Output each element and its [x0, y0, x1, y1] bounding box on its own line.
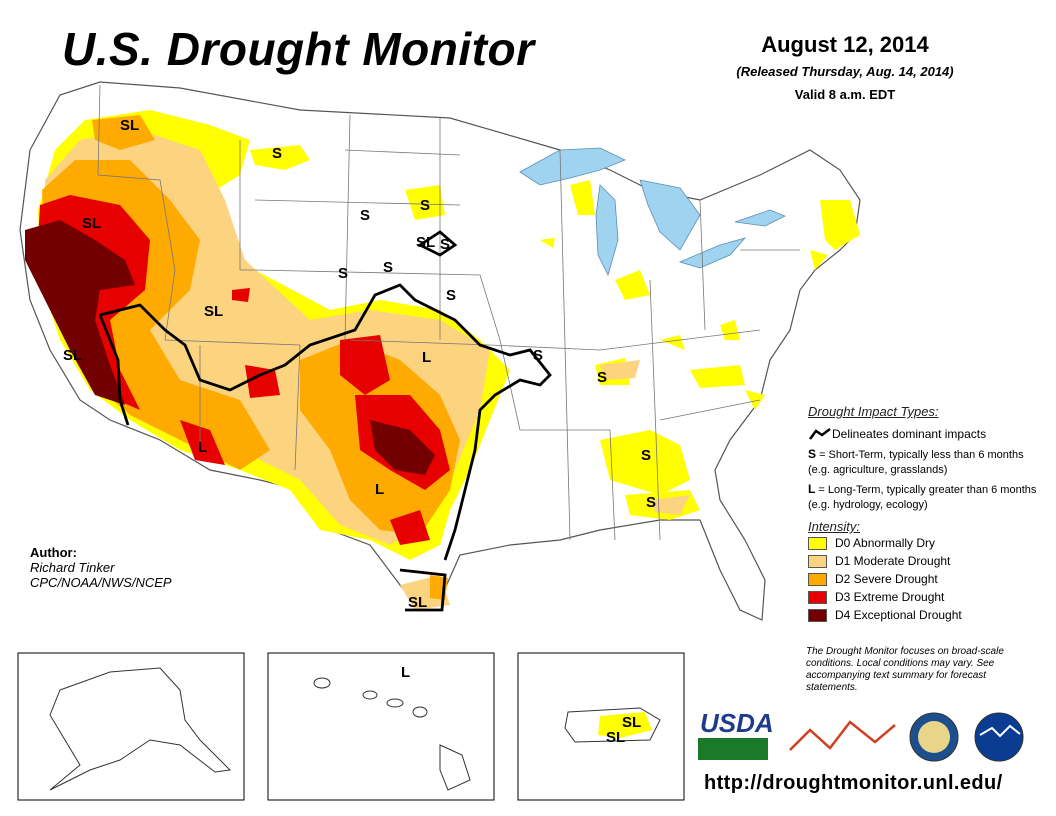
noaa-seal: [974, 712, 1024, 762]
map-date: August 12, 2014: [761, 32, 929, 57]
label-l-texas: L: [375, 481, 384, 498]
usda-swoosh: [698, 738, 768, 760]
intensity-row: D4 Exceptional Drought: [808, 606, 1048, 624]
short-term-text: = Short-Term, typically less than 6 mont…: [808, 449, 1024, 476]
label-s-georgia: S: [646, 494, 656, 511]
impact-line-icon: [809, 428, 831, 440]
intensity-swatch: [808, 590, 827, 604]
hawaii-islands: [313, 677, 471, 791]
label-s-nebraska: S: [440, 236, 450, 253]
label-sl-texas: SL: [408, 594, 427, 611]
intensity-label: D0 Abnormally Dry: [835, 536, 936, 550]
state-lines: [97, 84, 800, 541]
lake-ontario: [734, 209, 786, 227]
intensity-swatch: [808, 536, 827, 550]
label-s-missouri: S: [533, 347, 543, 364]
author-org: CPC/NOAA/NWS/NCEP: [30, 575, 172, 590]
intensity-label: D2 Severe Drought: [835, 572, 938, 586]
ndmc-logo-shape: [789, 720, 896, 751]
author-block: Author: Richard Tinker CPC/NOAA/NWS/NCEP: [30, 545, 172, 590]
d4-areas: [25, 220, 435, 475]
label-sl-utah: SL: [204, 303, 223, 320]
intensity-row: D3 Extreme Drought: [808, 588, 1048, 606]
legend: Drought Impact Types: Delineates dominan…: [808, 404, 1048, 624]
usda-logo: USDA: [700, 708, 774, 738]
label-l-hawaii: L: [401, 664, 410, 681]
long-term-note: L = Long-Term, typically greater than 6 …: [808, 482, 1048, 513]
lake-huron: [639, 179, 701, 251]
label-l-kansas: L: [422, 349, 431, 366]
delineates-row: Delineates dominant impacts: [808, 425, 1048, 443]
intensity-swatch: [808, 608, 827, 622]
label-sl-pr1: SL: [622, 714, 641, 731]
valid-time: Valid 8 a.m. EDT: [794, 87, 896, 102]
label-sl-nebraska: SL: [416, 234, 435, 251]
intensity-label: D4 Exceptional Drought: [835, 608, 962, 622]
intensity-list: D0 Abnormally Dry D1 Moderate Drought D2 S…: [808, 534, 1048, 624]
lake-superior: [519, 147, 626, 186]
label-s-ne2: S: [383, 259, 393, 276]
author-name: Richard Tinker: [30, 560, 115, 575]
short-term-note: S = Short-Term, typically less than 6 mo…: [808, 447, 1048, 478]
intensity-swatch: [808, 572, 827, 586]
label-s-illinois: S: [597, 369, 607, 386]
map-labels: SL SL SL SL S S S SL S S S S L S S L L S…: [63, 117, 656, 611]
intensity-row: D1 Moderate Drought: [808, 552, 1048, 570]
noaa-gull: [979, 724, 1021, 738]
map-title: U.S. Drought Monitor: [62, 23, 535, 75]
label-s-alabama: S: [641, 447, 651, 464]
label-s-ks: S: [446, 287, 456, 304]
intensity-label: D1 Moderate Drought: [835, 554, 951, 568]
label-sl-oregon: SL: [120, 117, 139, 134]
lake-michigan: [595, 184, 619, 277]
alaska-shape: [49, 667, 232, 791]
intensity-row: D2 Severe Drought: [808, 570, 1048, 588]
short-term-key: S: [808, 447, 817, 461]
intensity-label: D3 Extreme Drought: [835, 590, 945, 604]
label-sl-california: SL: [63, 347, 82, 364]
intensity-heading: Intensity:: [808, 519, 861, 534]
intensity-row: D0 Abnormally Dry: [808, 534, 1048, 552]
doc-seal-inner: [918, 721, 950, 753]
author-heading: Author:: [30, 545, 77, 560]
intensity-swatch: [808, 554, 827, 568]
label-sl-nevada: SL: [82, 215, 101, 232]
label-s-montana: S: [272, 145, 282, 162]
delineates-label: Delineates dominant impacts: [832, 427, 987, 441]
puerto-rico-d0: [598, 712, 652, 738]
long-term-key: L: [808, 482, 816, 496]
release-date: (Released Thursday, Aug. 14, 2014): [736, 64, 954, 79]
label-s-wy: S: [338, 265, 348, 282]
lake-erie: [678, 237, 747, 269]
disclaimer: The Drought Monitor focuses on broad-sca…: [806, 646, 1004, 693]
website-url[interactable]: http://droughtmonitor.unl.edu/: [704, 772, 1003, 794]
impact-lines: [98, 230, 552, 612]
label-sl-pr2: SL: [606, 729, 625, 746]
label-l-arizona: L: [198, 439, 207, 456]
long-term-text: = Long-Term, typically greater than 6 mo…: [808, 484, 1037, 511]
impact-types-heading: Drought Impact Types:: [808, 404, 939, 419]
label-s-sd1: S: [360, 207, 370, 224]
label-s-sd2: S: [420, 197, 430, 214]
